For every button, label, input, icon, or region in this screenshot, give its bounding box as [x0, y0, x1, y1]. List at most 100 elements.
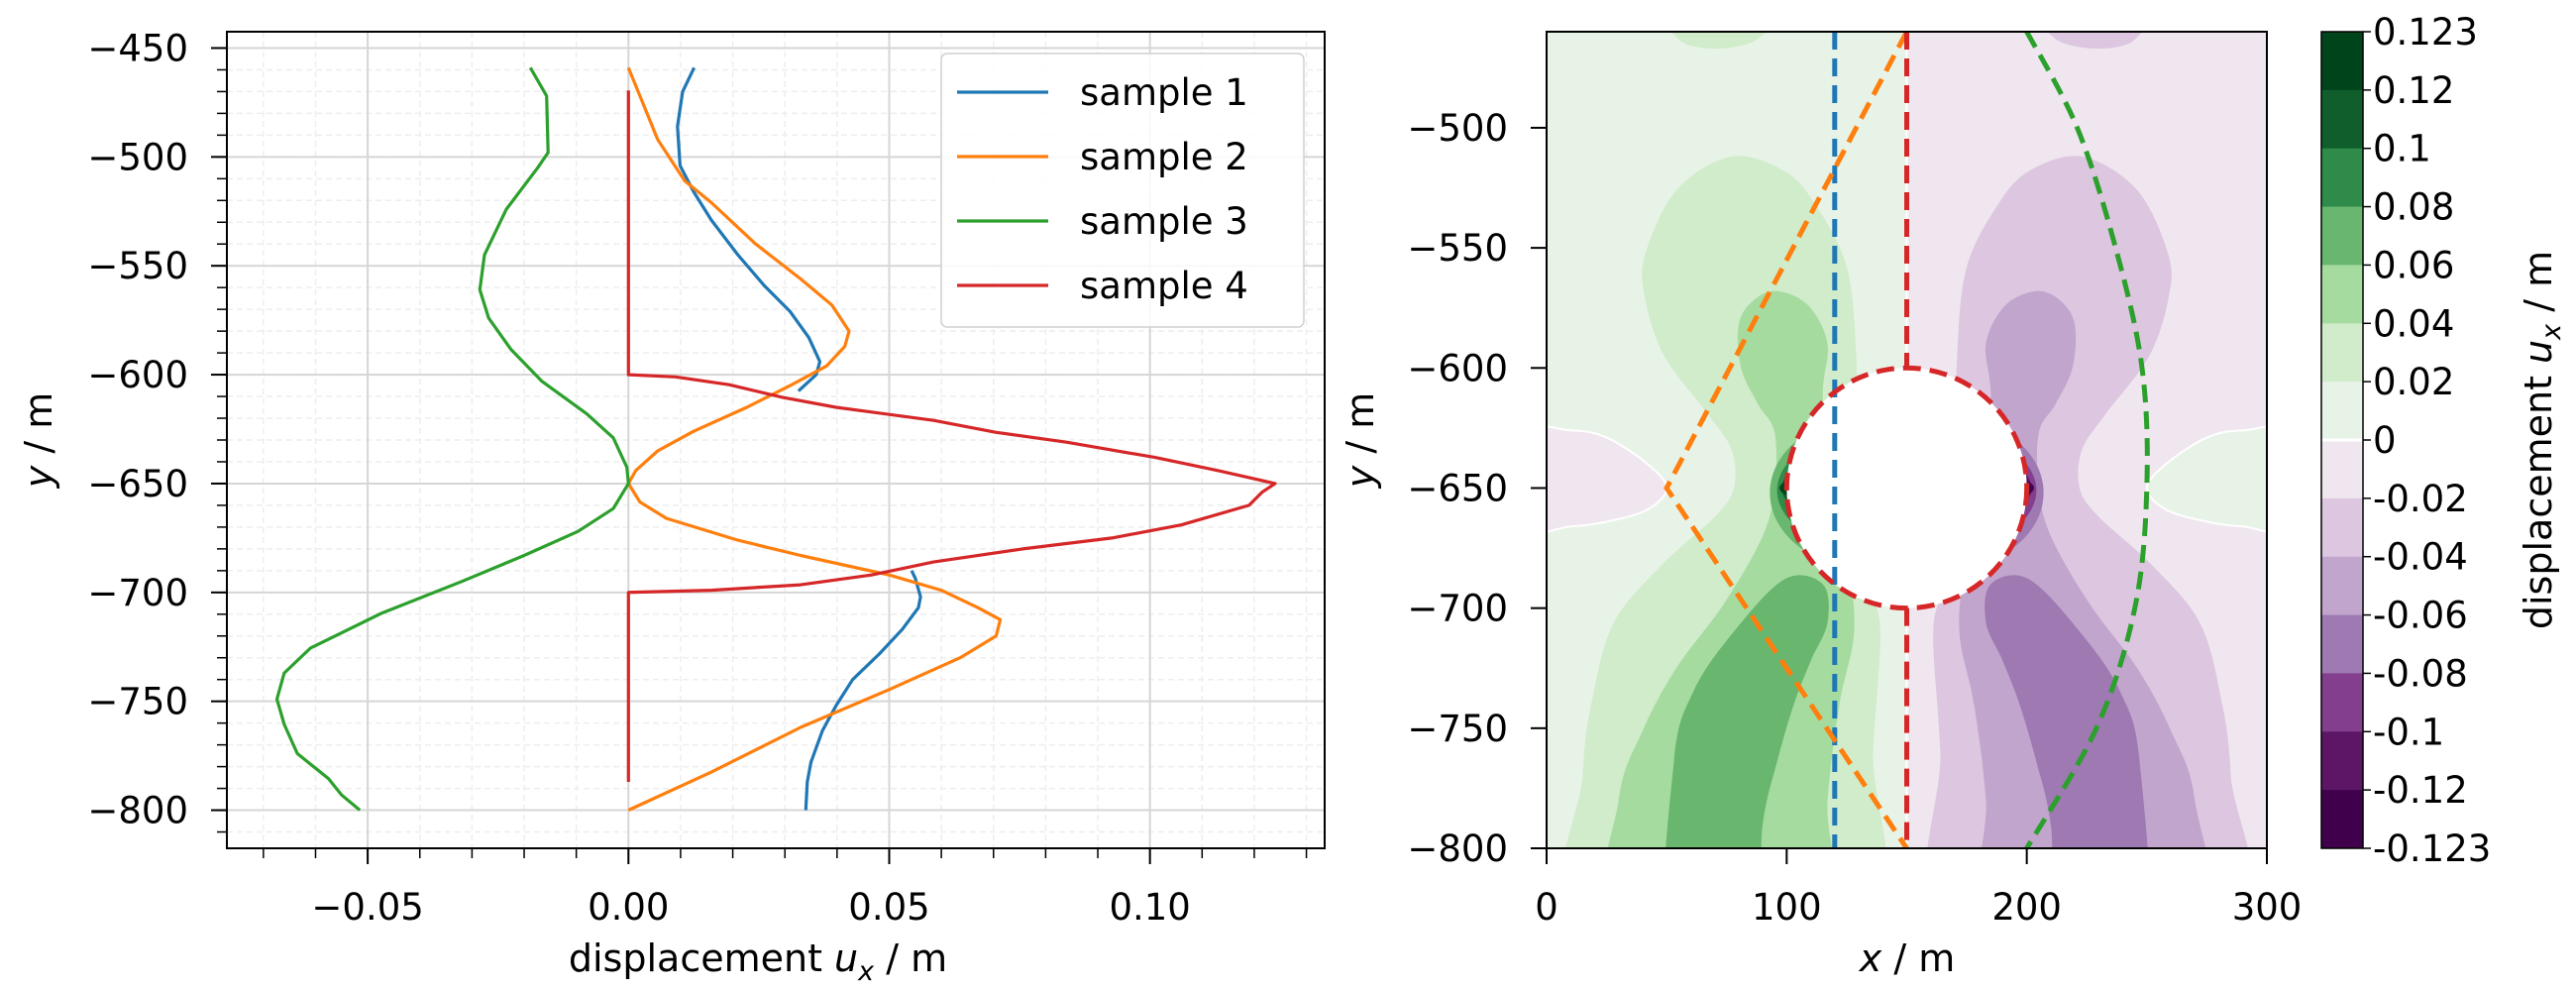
x-tick-label: 100 [1752, 886, 1822, 929]
colorbar-band [2321, 32, 2363, 91]
contour-band [1985, 575, 2148, 848]
y-tick-label: −750 [87, 681, 188, 723]
x-tick-label: 0 [1535, 886, 1558, 929]
legend-entry: sample 3 [1080, 200, 1248, 243]
label-suffix: / m [1881, 936, 1955, 980]
colorbar-tick-label: -0.123 [2373, 827, 2491, 870]
label-suffix: / m [17, 392, 60, 466]
colorbar-band [2321, 614, 2363, 674]
contour-band [1671, 32, 1767, 50]
colorbar-tick-label: 0.1 [2373, 128, 2431, 170]
legend: sample 1 sample 2 sample 3 sample 4 [940, 53, 1305, 328]
label-prefix: displacement [569, 936, 834, 980]
contour-band [1959, 290, 2206, 848]
y-tick-label: −450 [87, 27, 188, 69]
legend-entry: sample 1 [1080, 71, 1248, 114]
y-tick-label: −700 [1407, 588, 1508, 630]
series-line-sample-3 [274, 66, 630, 812]
y-tick-label: −550 [87, 245, 188, 287]
colorbar-band [2321, 440, 2363, 499]
axes-frame [1546, 31, 2268, 849]
x-tick-label: 200 [1991, 886, 2062, 929]
y-tick-label: −700 [87, 572, 188, 614]
label-suffix: / m [874, 936, 947, 980]
x-tick-label: 300 [2232, 886, 2303, 929]
colorbar-band [2321, 382, 2363, 441]
colorbar-band [2321, 89, 2363, 150]
series-line-sample-2 [626, 66, 1003, 812]
contour-fill [1547, 32, 2267, 848]
colorbar-tick-label: 0.02 [2373, 361, 2454, 403]
colorbar-tick-label: 0.08 [2373, 186, 2454, 229]
y-tick-label: −800 [1407, 827, 1508, 870]
label-subscript: x [2536, 323, 2567, 341]
series-line-sample-1 [676, 66, 922, 811]
y-axis-label: y / m [1339, 392, 1382, 489]
contour-band [1547, 425, 1668, 533]
label-variable: u [834, 936, 858, 980]
y-tick-label: −500 [1407, 107, 1508, 150]
y-tick-label: −800 [87, 790, 188, 832]
contour-band [2145, 425, 2267, 533]
colorbar-tick-label: -0.1 [2373, 711, 2444, 753]
colorbar-tick-label: -0.04 [2373, 536, 2468, 579]
colorbar-band [2321, 265, 2363, 324]
contour-band [1607, 290, 1855, 848]
colorbar-band [2321, 790, 2363, 849]
label-variable: y [17, 465, 60, 489]
label-variable: x [1859, 936, 1882, 980]
colorbar-tick-label: 0.06 [2373, 244, 2454, 286]
colorbar-tick-label: 0.123 [2373, 11, 2478, 54]
sample-line [2024, 32, 2150, 848]
x-tick-label: 0.05 [848, 886, 929, 929]
y-tick-label: −550 [1407, 227, 1508, 270]
colorbar-band [2321, 206, 2363, 266]
axes-frame [226, 31, 1326, 849]
colorbar-band [2321, 731, 2363, 791]
x-tick-label: 0.00 [588, 886, 669, 929]
colorbar-label: displacement ux / m [2517, 251, 2567, 629]
colorbar-tick-label: -0.08 [2373, 652, 2468, 695]
legend-entry: sample 2 [1080, 136, 1248, 178]
y-axis-label: y / m [17, 392, 60, 489]
y-tick-label: −600 [1407, 347, 1508, 389]
x-axis-label: x / m [1859, 936, 1955, 980]
series-group [274, 66, 1277, 812]
label-subscript: x [857, 956, 875, 987]
legend-entry: sample 4 [1080, 265, 1248, 307]
colorbar-band [2321, 556, 2363, 616]
y-tick-label: −600 [87, 354, 188, 396]
cavity [1786, 368, 2027, 608]
label-prefix: displacement [2517, 364, 2560, 629]
colorbar-band [2321, 673, 2363, 732]
colorbar-tick-label: 0.04 [2373, 302, 2454, 345]
x-tick-label: −0.05 [311, 886, 423, 929]
series-line-sample-4 [626, 90, 1277, 782]
colorbar-band [2321, 323, 2363, 383]
colorbar-tick-label: 0.12 [2373, 69, 2454, 112]
colorbar: 0.123 0.12 0.1 0.08 0.06 0.04 0.02 0 -0.02 -0.04 -… [2320, 11, 2567, 870]
colorbar-tick-label: -0.12 [2373, 769, 2468, 812]
legend-box [940, 53, 1305, 328]
label-suffix: / m [2517, 251, 2560, 324]
colorbar-band [2321, 148, 2363, 208]
y-tick-label: −500 [87, 136, 188, 178]
sample-lines [1664, 32, 2150, 848]
x-tick-label: 0.10 [1109, 886, 1190, 929]
colorbar-band [2321, 497, 2363, 558]
displacement-profile-plot: −0.05 0.00 0.05 0.10 −450 −500 −550 −600 −650 −70… [17, 27, 1326, 987]
contour-band [1665, 575, 1829, 848]
y-tick-label: −650 [87, 463, 188, 505]
label-variable: y [1339, 465, 1382, 489]
y-tick-label: −750 [1407, 708, 1508, 750]
label-variable: u [2517, 340, 2560, 364]
contour-band [2047, 32, 2142, 50]
sample-line [1664, 32, 1909, 848]
y-tick-label: −650 [1407, 467, 1508, 509]
colorbar-tick-label: 0 [2373, 419, 2397, 462]
x-axis-label: displacement ux / m [569, 936, 947, 987]
label-suffix: / m [1339, 392, 1382, 466]
contour-plot: 0 100 200 300 −500 −550 −600 −650 −700 −750 −800 x … [1339, 31, 2303, 980]
colorbar-tick-label: -0.06 [2373, 595, 2468, 637]
